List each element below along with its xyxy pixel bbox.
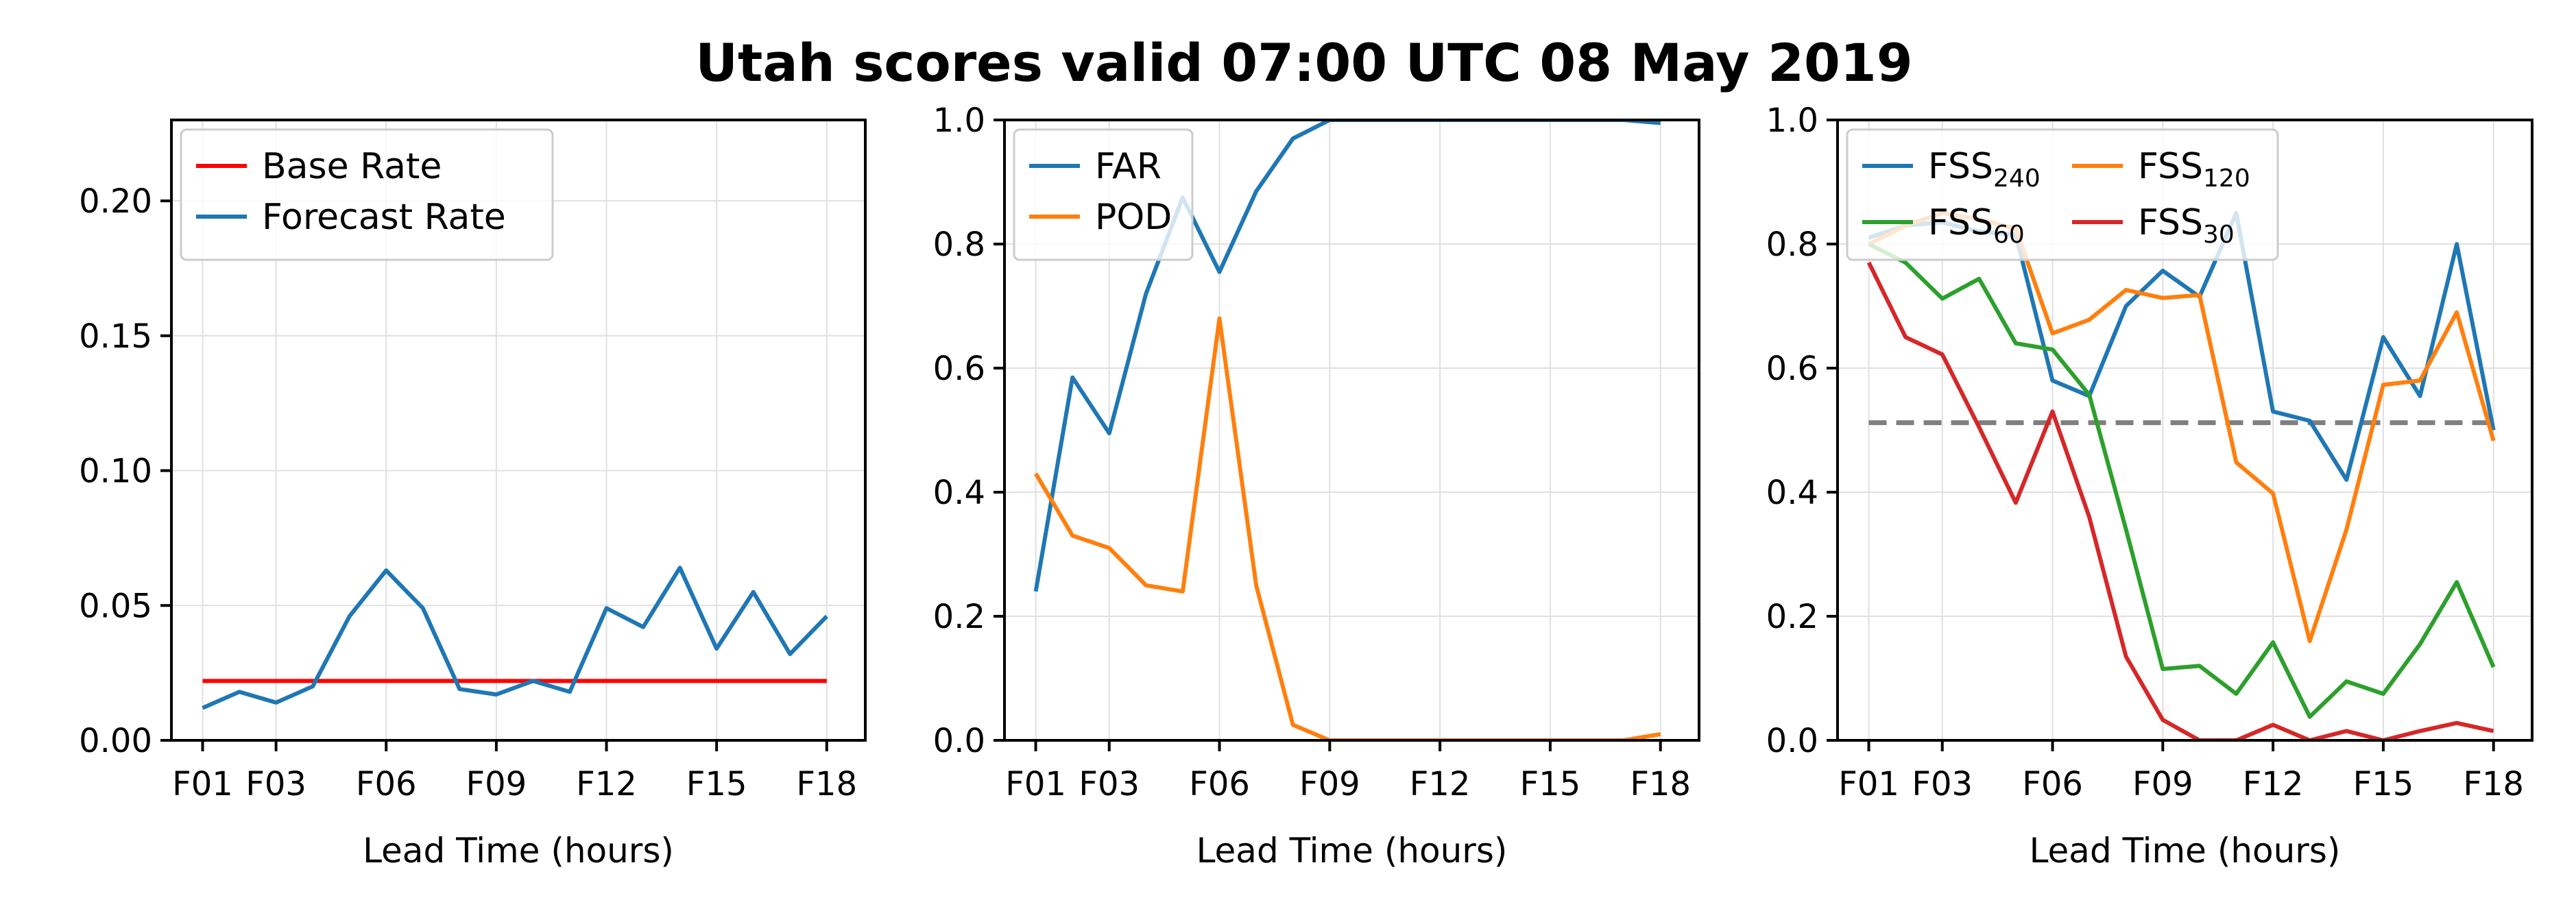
y-tick-label: 0.05 <box>79 587 152 625</box>
legend: FAR POD <box>1013 128 1194 261</box>
y-tick-label: 0.6 <box>1766 350 1818 388</box>
legend-box <box>180 128 554 261</box>
series-line-forecast-rate <box>202 566 828 710</box>
y-tick-label: 0.4 <box>1766 474 1818 512</box>
data-lines <box>1866 210 2496 740</box>
legend-label: FSS240 <box>1928 146 2041 193</box>
legend-label: FAR <box>1095 146 1161 187</box>
legend-label: FSS60 <box>1928 202 2025 249</box>
y-tick-label: 0.10 <box>79 452 152 491</box>
data-lines <box>1033 120 1661 740</box>
y-tick-label: 0.2 <box>1766 598 1818 636</box>
series-line-fss60 <box>1868 242 2496 719</box>
x-tick-label: F15 <box>2353 765 2414 803</box>
legend-label: Forecast Rate <box>262 197 506 238</box>
x-tick-label: F18 <box>2463 765 2524 803</box>
panel-fss: F01 F03 F06 F09 F12 F15 F18 0.0 0.2 0.4 0.6 0.8 1.0 L… <box>1766 101 2533 871</box>
x-tick-label: F06 <box>2022 765 2083 803</box>
y-tick-label: 1.0 <box>1766 101 1818 140</box>
axes-frame <box>1003 119 1700 742</box>
x-tick-label: F15 <box>686 765 747 803</box>
legend-label: FSS120 <box>2138 146 2250 193</box>
y-tick-label: 0.15 <box>79 317 152 356</box>
legend: FSS240 FSS120 FSS60 FSS30 <box>1846 128 2279 261</box>
series-line-fss30 <box>1866 261 2494 740</box>
y-tick-label: 0.6 <box>933 350 985 388</box>
axes-frame <box>170 119 867 742</box>
x-tick-label: F01 <box>172 765 233 803</box>
series-line-pod <box>1034 316 1661 740</box>
x-tick-label: F12 <box>1410 765 1471 803</box>
x-tick-label: F03 <box>1912 765 1973 803</box>
legend-box <box>1846 128 2279 261</box>
x-tick-label: F01 <box>1005 765 1066 803</box>
x-tick-label: F09 <box>2132 765 2193 803</box>
figure-title: Utah scores valid 07:00 UTC 08 May 2019 <box>695 32 1912 93</box>
y-tick-label: 0.8 <box>1766 226 1818 264</box>
data-lines <box>202 566 828 710</box>
legend: Base Rate Forecast Rate <box>180 128 554 261</box>
y-tick-label: 0.0 <box>933 722 985 760</box>
x-tick-label: F12 <box>576 765 637 803</box>
x-tick-label: F18 <box>796 765 857 803</box>
x-axis-label: Lead Time (hours) <box>1196 831 1508 871</box>
x-axis-label: Lead Time (hours) <box>2030 831 2341 871</box>
x-tick-label: F06 <box>1189 765 1250 803</box>
y-tick-label: 0.0 <box>1766 722 1818 760</box>
legend-label: POD <box>1095 197 1172 238</box>
legend-label: Base Rate <box>262 146 442 187</box>
x-tick-label: F12 <box>2243 765 2304 803</box>
axes-frame <box>1836 119 2533 742</box>
x-tick-label: F18 <box>1630 765 1691 803</box>
y-tick-label: 0.8 <box>933 226 985 264</box>
x-tick-label: F06 <box>356 765 417 803</box>
panel-rates: F01 F03 F06 F09 F12 F15 F18 0.00 0.05 0.10 0.15 0.2… <box>79 119 867 871</box>
y-tick-label: 0.00 <box>79 722 152 760</box>
x-tick-label: F03 <box>1079 765 1140 803</box>
x-tick-label: F09 <box>1299 765 1360 803</box>
y-tick-label: 0.2 <box>933 598 985 636</box>
y-tick-label: 0.4 <box>933 474 985 512</box>
y-tick-label: 0.20 <box>79 182 152 221</box>
x-tick-label: F03 <box>245 765 306 803</box>
legend-box <box>1013 128 1194 261</box>
panel-far-pod: F01 F03 F06 F09 F12 F15 F18 0.0 0.2 0.4 0.6 0.8 1.0 L… <box>933 101 1700 871</box>
x-tick-label: F15 <box>1520 765 1581 803</box>
legend-label: FSS30 <box>2138 202 2235 249</box>
series-line-far <box>1033 120 1661 592</box>
y-tick-label: 1.0 <box>933 101 985 140</box>
x-axis-label: Lead Time (hours) <box>363 831 674 871</box>
x-tick-label: F01 <box>1838 765 1899 803</box>
x-tick-label: F09 <box>466 765 527 803</box>
